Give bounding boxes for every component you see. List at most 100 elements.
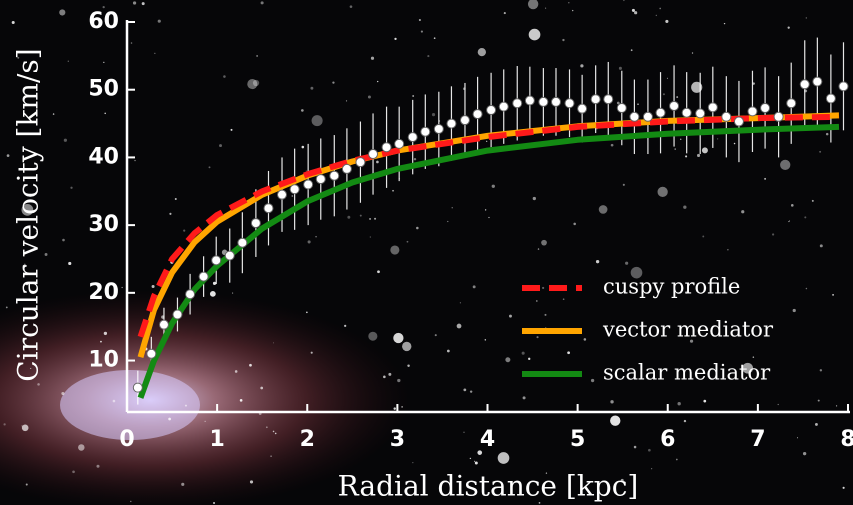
star (788, 220, 791, 222)
star (256, 55, 258, 57)
star (169, 212, 172, 215)
star (272, 430, 275, 433)
star (536, 336, 539, 339)
data-point (773, 111, 784, 122)
data-point (825, 93, 836, 104)
star (802, 451, 807, 456)
star (274, 432, 277, 435)
star (580, 64, 584, 68)
star (541, 239, 547, 246)
star (230, 128, 233, 131)
star (388, 372, 392, 376)
star (367, 95, 371, 99)
star (631, 8, 635, 12)
data-point (707, 102, 718, 113)
star (62, 238, 65, 242)
star (764, 177, 767, 180)
star (657, 186, 668, 198)
star (291, 195, 294, 197)
star (52, 113, 55, 115)
data-point (655, 107, 666, 118)
star (30, 367, 32, 369)
x-tick-label: 5 (570, 427, 585, 452)
data-point (577, 103, 588, 114)
star (345, 100, 348, 102)
star (59, 9, 66, 16)
star (792, 308, 796, 313)
star (434, 334, 437, 337)
star (573, 222, 576, 226)
star (23, 263, 26, 266)
star (733, 142, 736, 145)
star (104, 112, 106, 115)
star (598, 205, 608, 214)
star (209, 290, 216, 297)
star (567, 351, 571, 355)
star (78, 444, 85, 451)
data-point (263, 203, 274, 214)
star (572, 9, 574, 12)
star (474, 460, 476, 462)
data-point (459, 115, 470, 126)
star (477, 450, 483, 455)
star (103, 61, 105, 64)
star (377, 270, 380, 274)
data-point (303, 179, 314, 190)
x-tick-label: 2 (300, 427, 315, 452)
star (393, 407, 396, 410)
data-point (394, 138, 405, 149)
y-tick-label: 50 (88, 77, 119, 102)
data-point (498, 101, 509, 112)
data-point (695, 108, 706, 119)
star (648, 448, 651, 452)
star (141, 2, 145, 6)
star (37, 383, 40, 386)
star (651, 468, 653, 470)
star (671, 439, 673, 441)
star (100, 340, 102, 343)
data-point (838, 81, 849, 92)
star (181, 482, 185, 486)
star (703, 399, 707, 403)
star (393, 332, 404, 344)
star (413, 157, 417, 161)
data-point (420, 126, 431, 137)
star (666, 77, 668, 79)
star (212, 281, 217, 285)
data-point (642, 111, 653, 122)
star (376, 160, 379, 164)
data-point (472, 109, 483, 120)
star (685, 155, 688, 158)
star (503, 12, 506, 15)
star (752, 82, 755, 85)
star (407, 364, 410, 368)
star (72, 470, 75, 474)
data-point (550, 96, 561, 107)
star (630, 49, 633, 52)
star (463, 431, 465, 433)
star (204, 420, 206, 423)
star (491, 184, 495, 188)
data-point (760, 102, 771, 113)
star (562, 298, 565, 301)
star (134, 159, 136, 162)
star (67, 60, 69, 62)
star (662, 93, 665, 96)
data-point (603, 94, 614, 105)
star (616, 101, 620, 105)
star (842, 486, 845, 489)
star (369, 218, 371, 220)
star (232, 292, 234, 294)
star (484, 339, 487, 341)
star (527, 0, 539, 10)
star (590, 378, 595, 383)
data-point (564, 98, 575, 109)
star (374, 217, 377, 220)
star (272, 342, 274, 344)
star (545, 7, 547, 9)
star (132, 1, 137, 5)
star (623, 0, 625, 2)
star (545, 327, 547, 329)
star (213, 501, 216, 504)
